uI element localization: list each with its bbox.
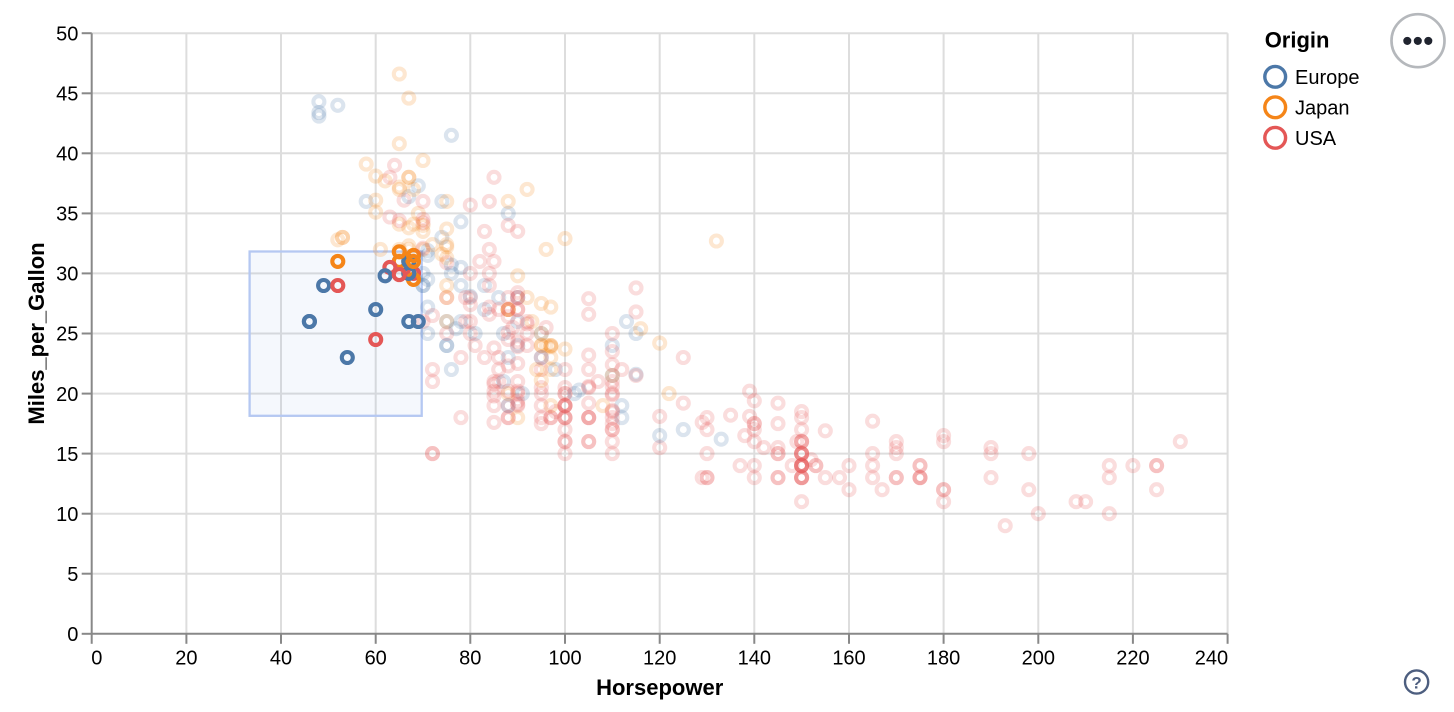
svg-text:40: 40 [270, 647, 292, 669]
svg-text:140: 140 [738, 647, 771, 669]
svg-text:5: 5 [67, 564, 78, 586]
svg-text:25: 25 [56, 324, 78, 346]
svg-text:0: 0 [67, 624, 78, 646]
svg-text:Europe: Europe [1295, 67, 1360, 89]
svg-text:0: 0 [91, 647, 102, 669]
svg-text:Horsepower: Horsepower [596, 675, 724, 700]
svg-text:220: 220 [1116, 647, 1149, 669]
svg-text:15: 15 [56, 444, 78, 466]
svg-text:100: 100 [548, 647, 581, 669]
svg-text:40: 40 [56, 144, 78, 166]
svg-text:20: 20 [175, 647, 197, 669]
svg-text:Miles_per_Gallon: Miles_per_Gallon [24, 242, 49, 424]
svg-text:USA: USA [1295, 128, 1337, 150]
svg-text:?: ? [1411, 673, 1421, 692]
svg-text:240: 240 [1195, 647, 1228, 669]
svg-text:60: 60 [365, 647, 387, 669]
svg-text:30: 30 [56, 264, 78, 286]
svg-text:160: 160 [832, 647, 865, 669]
svg-text:180: 180 [927, 647, 960, 669]
svg-text:45: 45 [56, 84, 78, 106]
svg-text:200: 200 [1022, 647, 1055, 669]
svg-text:20: 20 [56, 384, 78, 406]
svg-text:35: 35 [56, 204, 78, 226]
svg-text:10: 10 [56, 504, 78, 526]
svg-text:Japan: Japan [1295, 98, 1350, 120]
svg-text:80: 80 [459, 647, 481, 669]
svg-text:50: 50 [56, 23, 78, 45]
svg-text:Origin: Origin [1265, 28, 1330, 53]
svg-text:120: 120 [643, 647, 676, 669]
